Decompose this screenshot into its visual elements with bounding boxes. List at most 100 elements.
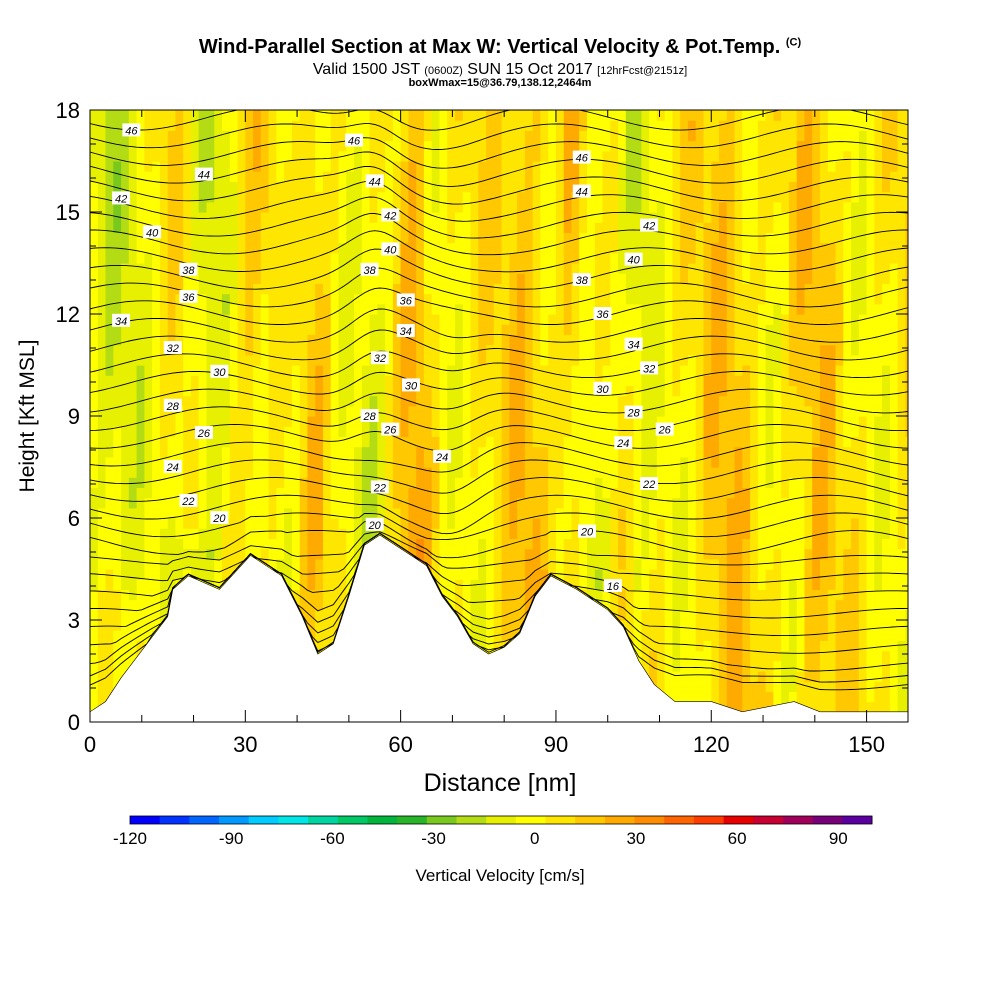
field-cell [90, 426, 99, 437]
field-cell [579, 354, 588, 366]
field-cell [323, 110, 332, 121]
field-cell [680, 242, 689, 254]
field-cell [447, 385, 456, 397]
field-cell [439, 293, 448, 305]
field-cell [555, 314, 565, 325]
field-cell [307, 334, 316, 346]
field-cell [330, 548, 340, 560]
field-cell [291, 385, 301, 397]
field-cell [625, 579, 635, 590]
field-cell [594, 497, 604, 509]
field-cell [338, 507, 347, 519]
field-cell [113, 507, 122, 519]
field-cell [175, 273, 184, 284]
field-cell [346, 303, 355, 315]
field-cell [563, 446, 573, 458]
field-cell [369, 467, 378, 478]
field-cell [602, 201, 611, 213]
field-cell [113, 150, 122, 162]
field-cell [354, 242, 363, 254]
field-cell [315, 120, 324, 131]
field-cell [377, 528, 386, 539]
field-cell [222, 110, 231, 121]
field-cell [618, 354, 627, 366]
field-cell [470, 538, 479, 550]
field-cell [478, 150, 487, 162]
field-cell [431, 436, 441, 448]
field-cell [159, 140, 169, 152]
field-cell [152, 405, 161, 417]
field-cell [183, 548, 192, 560]
field-cell [323, 130, 332, 142]
field-cell [299, 548, 309, 560]
field-cell [284, 263, 293, 274]
field-cell [260, 303, 270, 315]
field-cell [711, 201, 720, 213]
field-cell [447, 467, 456, 478]
field-cell [664, 263, 674, 274]
field-cell [385, 395, 394, 407]
field-cell [455, 344, 464, 356]
field-cell [229, 507, 239, 519]
field-cell [703, 130, 712, 142]
field-cell [167, 518, 177, 529]
field-cell [555, 334, 565, 346]
field-cell [455, 395, 464, 407]
field-cell [245, 181, 254, 193]
field-cell [447, 344, 456, 356]
field-cell [540, 528, 549, 539]
field-cell [237, 120, 246, 131]
field-cell [191, 518, 200, 529]
field-cell [338, 395, 347, 407]
field-cell [198, 446, 208, 458]
field-cell [408, 456, 417, 468]
field-cell [260, 548, 270, 560]
field-cell [97, 579, 107, 590]
field-cell [719, 538, 728, 550]
field-cell [307, 609, 316, 621]
field-cell [299, 365, 309, 376]
field-cell [719, 150, 728, 162]
field-cell [493, 416, 503, 427]
field-cell [711, 222, 720, 233]
field-cell [338, 201, 347, 213]
field-cell [369, 314, 378, 325]
field-cell [524, 589, 534, 601]
field-cell [284, 344, 293, 356]
field-cell [486, 273, 495, 284]
field-cell [245, 477, 254, 488]
field-cell [354, 283, 363, 295]
field-cell [121, 395, 130, 407]
field-cell [346, 528, 355, 539]
field-cell [299, 589, 309, 601]
field-cell [587, 161, 596, 172]
field-cell [307, 375, 316, 386]
field-cell [299, 456, 309, 468]
field-cell [315, 446, 324, 458]
field-cell [532, 507, 542, 519]
field-cell [206, 579, 215, 590]
field-cell [167, 171, 177, 182]
field-cell [105, 456, 114, 468]
field-cell [532, 446, 542, 458]
field-cell [703, 660, 712, 672]
field-cell [198, 456, 208, 468]
field-cell [524, 538, 534, 550]
field-cell [97, 283, 107, 295]
field-cell [501, 334, 510, 346]
field-cell [206, 273, 215, 284]
field-cell [152, 150, 161, 162]
field-cell [649, 528, 658, 539]
field-cell [315, 609, 324, 621]
field-cell [711, 681, 720, 692]
field-cell [462, 405, 472, 417]
field-cell [416, 303, 425, 315]
field-cell [532, 263, 542, 274]
field-cell [128, 171, 138, 182]
field-cell [470, 283, 479, 295]
field-cell [268, 171, 277, 182]
field-cell [649, 232, 658, 244]
field-cell [113, 334, 122, 346]
field-cell [470, 528, 479, 539]
field-cell [486, 487, 495, 499]
